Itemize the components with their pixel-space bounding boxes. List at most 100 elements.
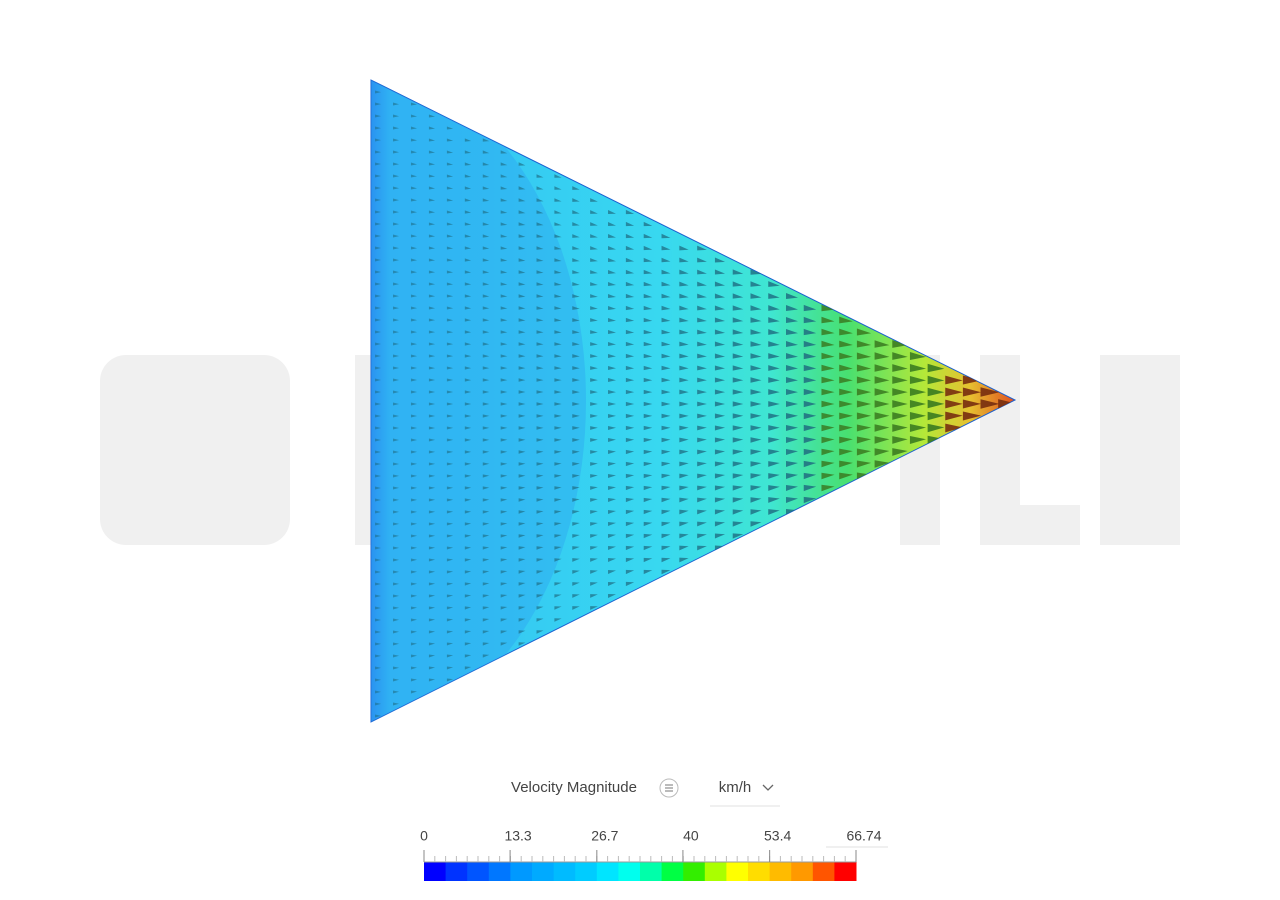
flow-arrow [608,294,616,298]
flow-arrow [590,402,598,406]
flow-arrow [374,438,382,442]
colorbar-swatch [769,862,792,881]
flow-arrow [554,474,562,478]
flow-arrow [536,474,544,478]
flow-arrow [643,509,653,515]
flow-arrow [732,329,744,335]
flow-arrow [518,198,526,202]
flow-arrow [679,437,689,443]
flow-arrow [714,437,726,443]
flow-arrow [803,352,817,360]
flow-arrow [482,162,490,166]
flow-arrow [697,533,707,539]
unit-select[interactable]: km/h [719,779,752,796]
flow-arrow [482,234,490,238]
flow-arrow [428,414,436,418]
flow-arrow [892,388,908,396]
flow-arrow [590,414,598,418]
flow-arrow [428,186,436,190]
flow-arrow [428,450,436,454]
flow-arrow [464,594,472,598]
flow-arrow [518,522,526,526]
flow-arrow [768,473,780,479]
flow-arrow [428,666,436,670]
flow-arrow [697,329,707,335]
flow-arrow [625,401,635,407]
flow-arrow [572,522,580,526]
flow-arrow [714,413,726,419]
flow-arrow [786,353,798,359]
flow-arrow [590,390,598,394]
flow-arrow [464,138,472,142]
flow-arrow [464,450,472,454]
flow-arrow [518,618,526,622]
flow-arrow [446,474,454,478]
flow-arrow [518,330,526,334]
flow-arrow [608,570,616,574]
flow-arrow [590,330,598,334]
flow-arrow [821,388,835,396]
flow-arrow [554,534,562,538]
flow-arrow [410,450,418,454]
flow-arrow [803,496,817,504]
flow-arrow [661,401,671,407]
flow-arrow [874,424,890,432]
flow-arrow [643,521,653,527]
flow-arrow [661,257,671,263]
flow-arrow [856,364,872,372]
flow-arrow [821,328,835,336]
flow-arrow [786,461,798,467]
flow-arrow [750,329,762,335]
flow-arrow [625,557,635,563]
flow-arrow [661,497,671,503]
flow-arrow [786,497,798,503]
flow-arrow [500,198,508,202]
flow-arrow [410,330,418,334]
flow-arrow [821,436,835,444]
flow-arrow [732,473,744,479]
flow-arrow [697,509,707,515]
flow-arrow [750,281,762,287]
flow-arrow [374,522,382,526]
flow-arrow [536,630,544,634]
flow-arrow [536,210,544,214]
flow-arrow [428,306,436,310]
flow-arrow [590,606,598,610]
flow-arrow [608,534,616,538]
flow-arrow [428,234,436,238]
flow-arrow [428,678,436,682]
flow-arrow [482,582,490,586]
flow-arrow [464,582,472,586]
flow-arrow [392,102,400,106]
flow-arrow [786,293,798,299]
colorbar-swatch [704,862,727,881]
flow-arrow [892,364,908,372]
flow-arrow [608,558,616,562]
flow-arrow [392,498,400,502]
flow-arrow [661,461,671,467]
flow-arrow [661,233,671,239]
flow-arrow [482,642,490,646]
flow-arrow [482,546,490,550]
flow-arrow [572,378,580,382]
flow-arrow [464,534,472,538]
flow-arrow [464,186,472,190]
flow-arrow [464,474,472,478]
flow-arrow [661,389,671,395]
flow-arrow [536,438,544,442]
flow-arrow [661,485,671,491]
flow-arrow [909,363,927,373]
flow-arrow [643,569,653,575]
flow-arrow [464,378,472,382]
flow-arrow [909,411,927,421]
flow-arrow [464,666,472,670]
flow-arrow [536,294,544,298]
unit-chevron[interactable] [762,784,774,791]
flow-arrow [821,352,835,360]
flow-arrow [410,690,418,694]
flow-arrow [410,342,418,346]
flow-arrow [732,449,744,455]
flow-arrow [750,473,762,479]
flow-arrow [500,642,508,646]
flow-arrow [732,437,744,443]
